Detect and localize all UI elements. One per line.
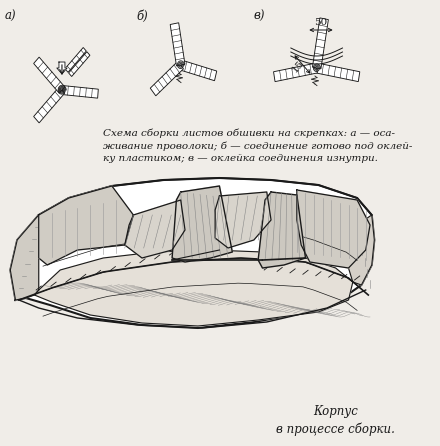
Polygon shape: [57, 62, 67, 74]
Polygon shape: [10, 178, 374, 328]
Polygon shape: [69, 52, 90, 77]
Text: 15: 15: [290, 58, 305, 74]
Polygon shape: [34, 87, 65, 123]
Polygon shape: [274, 63, 317, 82]
Polygon shape: [125, 200, 185, 258]
Text: Корпус
в процессе сборки.: Корпус в процессе сборки.: [276, 405, 395, 436]
Polygon shape: [65, 48, 86, 72]
Polygon shape: [10, 215, 39, 300]
Polygon shape: [34, 250, 353, 326]
Polygon shape: [316, 63, 360, 82]
Polygon shape: [172, 186, 232, 262]
Polygon shape: [170, 23, 185, 66]
Polygon shape: [312, 18, 328, 69]
Polygon shape: [348, 215, 374, 285]
Polygon shape: [62, 86, 98, 98]
Polygon shape: [297, 190, 370, 268]
Text: б): б): [136, 10, 148, 23]
Text: а): а): [4, 10, 16, 23]
Polygon shape: [180, 60, 217, 81]
Text: в): в): [254, 10, 265, 23]
Text: 50: 50: [314, 18, 328, 27]
Polygon shape: [215, 192, 271, 248]
Polygon shape: [258, 192, 305, 268]
Polygon shape: [34, 57, 65, 93]
Polygon shape: [150, 61, 183, 96]
Text: Схема сборки листов обшивки на скрепках: а — оса-
живание проволоки; б — соедине: Схема сборки листов обшивки на скрепках:…: [103, 128, 413, 163]
Polygon shape: [39, 186, 133, 265]
